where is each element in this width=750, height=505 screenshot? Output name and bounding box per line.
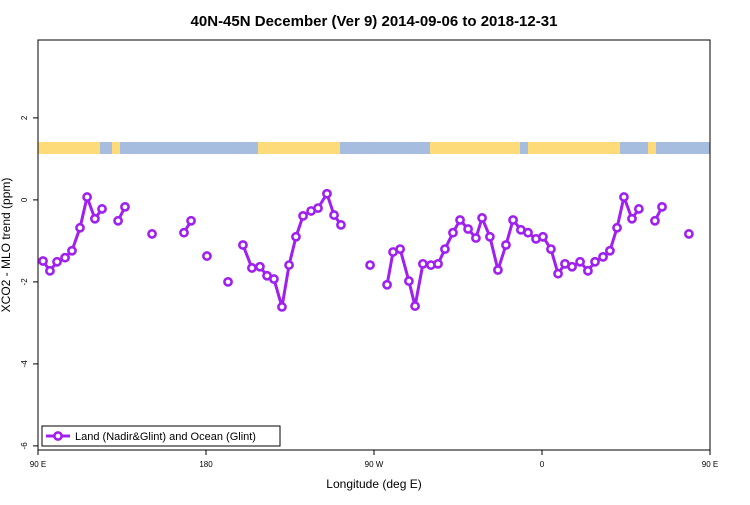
x-tick-label: 180	[199, 460, 213, 469]
legend-box	[41, 425, 281, 447]
point	[619, 192, 629, 202]
point	[395, 244, 406, 254]
x-axis-label: Longitude (deg E)	[326, 477, 421, 491]
point	[650, 215, 660, 226]
legend-marker	[53, 431, 63, 441]
x-tick-label: 0	[540, 460, 545, 469]
point	[336, 220, 346, 230]
y-tick-label: 0	[20, 197, 29, 202]
point	[223, 276, 233, 287]
point	[202, 251, 212, 261]
point	[269, 274, 279, 284]
point	[238, 240, 248, 250]
y-tick-label: -6	[20, 442, 29, 450]
point	[448, 227, 458, 238]
point	[538, 231, 548, 242]
point	[284, 260, 294, 270]
x-tick-label: 90 W	[365, 460, 384, 469]
point	[657, 201, 667, 212]
y-tick-label: -2	[20, 278, 29, 286]
point	[322, 188, 332, 199]
point	[418, 258, 428, 269]
point	[298, 210, 308, 221]
point	[501, 240, 511, 250]
point	[471, 233, 481, 243]
point	[455, 215, 465, 225]
y-tick-label: 2	[20, 115, 29, 120]
point	[313, 203, 323, 213]
point	[546, 244, 556, 254]
point	[52, 256, 62, 267]
point	[485, 231, 495, 242]
series-line	[43, 194, 689, 307]
point	[567, 261, 577, 272]
point	[329, 210, 339, 220]
point	[404, 276, 414, 286]
x-tick-label: 90 E	[702, 460, 718, 469]
plot-frame	[37, 39, 711, 451]
point	[247, 263, 257, 273]
point	[477, 213, 487, 223]
land-ocean-strip	[38, 142, 710, 154]
y-axis-label: XCO2 - MLO trend (ppm)	[0, 178, 13, 313]
legend: Land (Nadir&Glint) and Ocean (Glint)	[41, 425, 281, 447]
point	[277, 302, 287, 312]
point	[440, 244, 450, 254]
point	[612, 222, 622, 233]
point	[97, 204, 107, 214]
point	[60, 252, 70, 263]
point	[291, 231, 301, 242]
point	[382, 279, 392, 290]
point	[553, 268, 563, 279]
point	[605, 245, 615, 256]
point	[410, 301, 420, 311]
point	[365, 260, 375, 270]
legend-label: Land (Nadir&Glint) and Ocean (Glint)	[75, 431, 256, 443]
point	[255, 261, 265, 272]
point	[120, 201, 130, 212]
point	[583, 265, 593, 276]
point	[433, 258, 443, 269]
point	[38, 256, 48, 266]
point	[90, 213, 100, 224]
point	[493, 265, 503, 275]
point	[627, 213, 637, 224]
point	[67, 245, 77, 256]
chart-title: 40N-45N December (Ver 9) 2014-09-06 to 2…	[191, 13, 558, 30]
point	[179, 227, 189, 238]
point	[508, 215, 518, 225]
point	[75, 222, 85, 233]
point	[684, 229, 694, 239]
point	[147, 229, 157, 239]
point	[82, 192, 92, 202]
point	[186, 215, 196, 226]
y-tick-label: -4	[20, 360, 29, 368]
point	[633, 204, 644, 214]
point	[523, 227, 533, 238]
point	[113, 215, 123, 226]
x-tick-label: 90 E	[30, 460, 46, 469]
point	[598, 251, 608, 262]
point	[575, 256, 585, 267]
point	[463, 224, 473, 234]
point	[590, 256, 600, 267]
point	[45, 265, 55, 276]
